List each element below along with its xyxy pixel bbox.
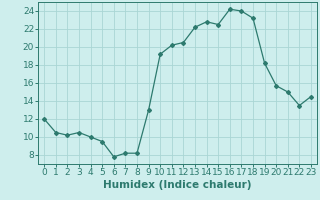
X-axis label: Humidex (Indice chaleur): Humidex (Indice chaleur) — [103, 180, 252, 190]
